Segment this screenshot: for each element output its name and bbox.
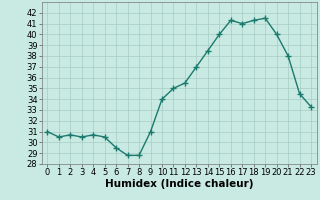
X-axis label: Humidex (Indice chaleur): Humidex (Indice chaleur) <box>105 179 253 189</box>
